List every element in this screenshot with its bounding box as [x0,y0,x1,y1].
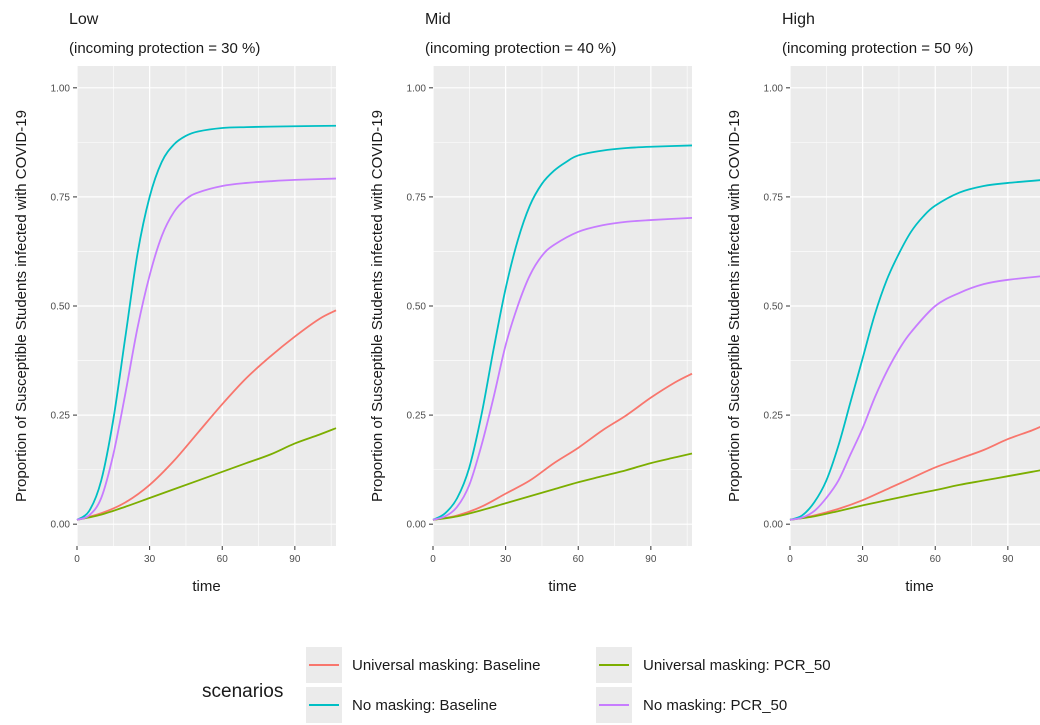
x-tick-label: 30 [500,554,512,565]
legend-label: No masking: Baseline [352,697,497,714]
series-line [76,309,337,521]
series-line [76,124,337,521]
y-tick-label: 1.00 [51,83,71,94]
legend-entry: No masking: PCR_50 [596,687,787,723]
x-tick-label: 60 [217,554,229,565]
series-line [432,452,693,521]
x-tick-label: 90 [289,554,301,565]
y-axis-label: Proportion of Susceptible Students infec… [726,110,743,502]
series-line [789,275,1040,521]
y-tick-label: 0.00 [407,520,427,531]
x-tick-label: 90 [645,554,657,565]
y-tick-label: 0.50 [51,302,71,313]
legend-label: Universal masking: PCR_50 [643,657,831,674]
series-line [432,144,693,521]
x-axis-label: time [905,578,933,595]
series-line [76,177,337,521]
panel-subtitle: (incoming protection = 40 %) [425,40,616,57]
y-tick-label: 0.00 [51,520,71,531]
panel-subtitle: (incoming protection = 30 %) [69,40,260,57]
y-tick-label: 0.75 [51,192,71,203]
panel-title: Low [69,11,99,28]
y-tick-label: 0.75 [764,192,784,203]
y-tick-label: 0.25 [51,411,71,422]
panel-title: Mid [425,11,451,28]
legend-label: Universal masking: Baseline [352,657,540,674]
x-tick-label: 0 [430,554,436,565]
series-line [432,216,693,521]
y-tick-label: 0.50 [764,302,784,313]
y-tick-label: 0.25 [764,411,784,422]
panel-title: High [782,11,815,28]
series-line [432,372,693,521]
x-axis-label: time [548,578,576,595]
legend-title: scenarios [202,681,283,702]
panel: Low (incoming protection = 30 %) 0.00 0.25 0… [13,11,337,595]
legend-entry: No masking: Baseline [306,687,497,723]
legend-entry: Universal masking: Baseline [306,647,540,683]
x-tick-label: 30 [857,554,869,565]
legend: scenarios Universal masking: Baseline Un… [202,647,831,723]
legend-entry: Universal masking: PCR_50 [596,647,831,683]
x-tick-label: 60 [930,554,942,565]
x-axis-label: time [192,578,220,595]
series-line [789,469,1040,521]
panel: High (incoming protection = 50 %) 0.00 0.25… [726,11,1040,595]
x-tick-label: 0 [74,554,80,565]
series-line [76,427,337,521]
legend-label: No masking: PCR_50 [643,697,787,714]
y-axis-label: Proportion of Susceptible Students infec… [13,110,30,502]
series-line [789,426,1040,521]
panel: Mid (incoming protection = 40 %) 0.00 0.25 0… [369,11,693,595]
y-axis-label: Proportion of Susceptible Students infec… [369,110,386,502]
y-tick-label: 0.50 [407,302,427,313]
x-tick-label: 30 [144,554,156,565]
y-tick-label: 1.00 [407,83,427,94]
panel-subtitle: (incoming protection = 50 %) [782,40,973,57]
y-tick-label: 0.00 [764,520,784,531]
series-line [789,179,1040,521]
chart-panels: Low (incoming protection = 30 %) 0.00 0.25 0… [13,11,1040,595]
x-tick-label: 0 [787,554,793,565]
x-tick-label: 90 [1002,554,1014,565]
y-tick-label: 0.25 [407,411,427,422]
y-tick-label: 1.00 [764,83,784,94]
y-tick-label: 0.75 [407,192,427,203]
x-tick-label: 60 [573,554,585,565]
